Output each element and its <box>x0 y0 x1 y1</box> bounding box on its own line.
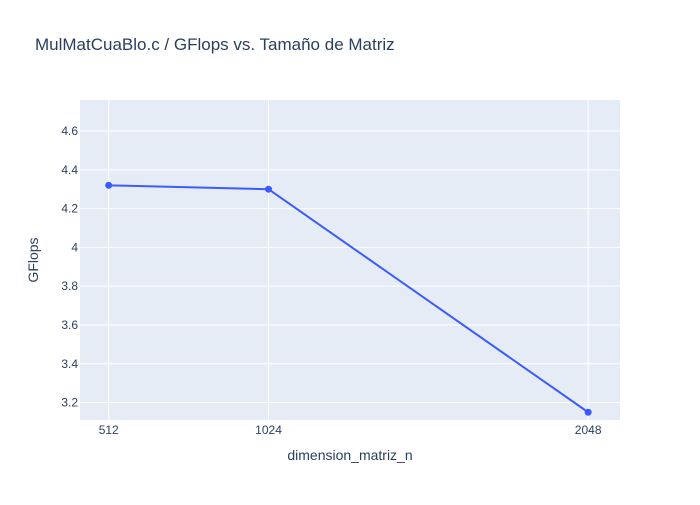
chart-title: MulMatCuaBlo.c / GFlops vs. Tamaño de Ma… <box>35 35 395 54</box>
plot-background <box>80 100 620 420</box>
y-axis-ticks: 3.2 3.4 3.6 3.8 4 4.2 4.4 4.6 <box>61 124 78 410</box>
y-tick-label: 3.8 <box>61 279 78 293</box>
data-point <box>584 408 592 416</box>
x-axis-ticks: 512 1024 2048 <box>99 423 602 437</box>
data-point <box>265 185 273 193</box>
y-tick-label: 3.6 <box>61 318 78 332</box>
data-point <box>105 181 113 189</box>
y-tick-label: 4 <box>71 240 78 254</box>
grid-layer <box>80 100 620 420</box>
y-tick-label: 4.2 <box>61 202 78 216</box>
x-tick-label: 1024 <box>255 423 282 437</box>
y-tick-label: 3.4 <box>61 357 78 371</box>
x-tick-label: 2048 <box>575 423 602 437</box>
y-tick-label: 3.2 <box>61 396 78 410</box>
y-axis-label: GFlops <box>25 237 41 282</box>
series-layer <box>105 181 592 416</box>
y-tick-label: 4.4 <box>61 163 78 177</box>
y-tick-label: 4.6 <box>61 124 78 138</box>
x-axis-label: dimension_matriz_n <box>287 447 412 463</box>
x-tick-label: 512 <box>99 423 119 437</box>
